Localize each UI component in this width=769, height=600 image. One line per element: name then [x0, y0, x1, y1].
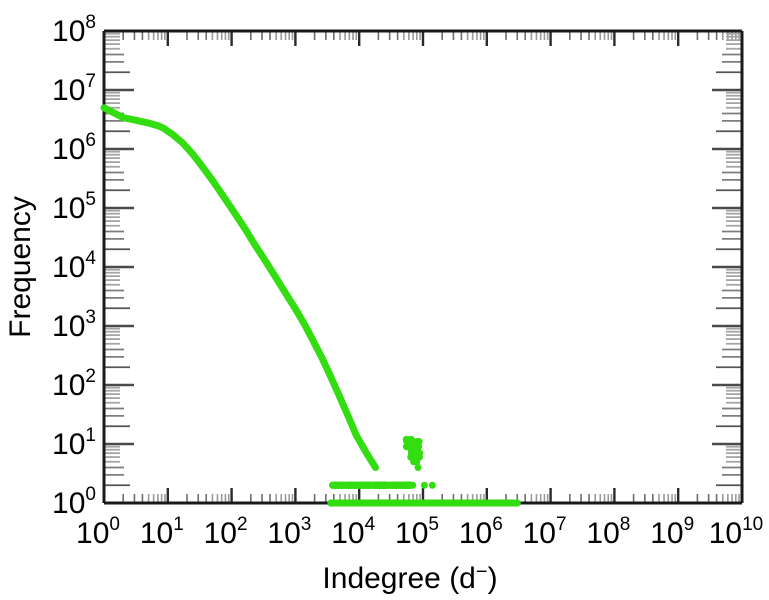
- x-axis-title: Indegree (d−): [322, 561, 497, 595]
- x-tick-label: 105: [395, 514, 439, 550]
- data-point: [371, 463, 379, 471]
- x-tick-label: 1010: [709, 514, 764, 550]
- data-point: [420, 481, 428, 489]
- x-tick-label: 102: [204, 514, 248, 550]
- data-point: [377, 481, 385, 489]
- y-tick-label: 104: [52, 248, 96, 284]
- data-point: [407, 453, 415, 461]
- y-tick-label: 103: [52, 307, 96, 343]
- y-tick-label: 100: [52, 484, 96, 520]
- data-point: [338, 481, 346, 489]
- x-tick-label: 104: [331, 514, 375, 550]
- data-point: [414, 463, 422, 471]
- y-tick-label: 105: [52, 189, 96, 225]
- data-point: [404, 435, 412, 443]
- y-axis-tick-labels: 100 101 102 103 104 105 106 107 108: [52, 12, 96, 520]
- data-point: [352, 481, 360, 489]
- x-tick-label: 109: [650, 514, 694, 550]
- y-tick-label: 106: [52, 130, 96, 166]
- x-tick-label: 106: [459, 514, 503, 550]
- y-tick-label: 108: [52, 12, 96, 48]
- x-tick-label: 103: [267, 514, 311, 550]
- data-point-series: [100, 104, 521, 507]
- x-tick-label: 101: [140, 514, 184, 550]
- y-tick-label: 102: [52, 366, 96, 402]
- data-point: [366, 481, 374, 489]
- data-point: [332, 481, 340, 489]
- data-point: [413, 438, 421, 446]
- x-tick-label: 100: [76, 514, 120, 550]
- x-tick-label: 108: [586, 514, 630, 550]
- x-tick-label: 107: [523, 514, 567, 550]
- data-point: [398, 481, 406, 489]
- data-point: [414, 449, 422, 457]
- data-point: [358, 481, 366, 489]
- data-point: [387, 481, 395, 489]
- y-tick-label: 107: [52, 71, 96, 107]
- data-point: [513, 499, 521, 507]
- y-tick-label: 101: [52, 425, 96, 461]
- data-point: [428, 481, 436, 489]
- x-axis-tick-labels: 100 101 102 103 104 105 106 107 108 109 1010: [76, 514, 763, 550]
- y-axis-title: Frequency: [4, 196, 37, 338]
